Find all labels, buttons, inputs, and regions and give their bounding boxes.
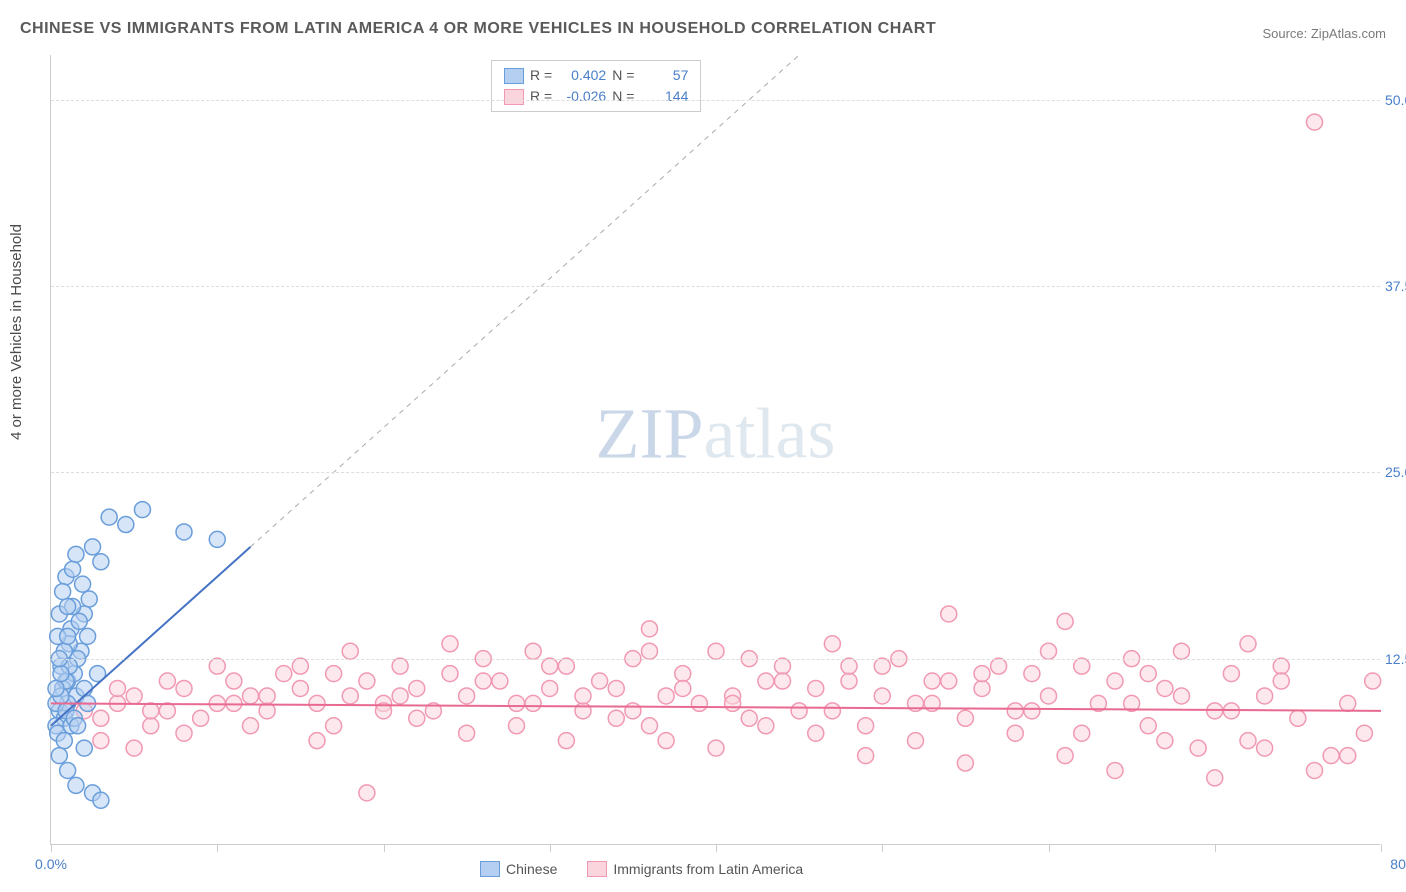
chart-svg <box>51 55 1380 844</box>
x-tick <box>882 844 883 852</box>
r-label: R = <box>530 65 552 86</box>
legend-item-chinese: Chinese <box>480 861 557 877</box>
legend-label-chinese: Chinese <box>506 861 557 877</box>
x-tick <box>1215 844 1216 852</box>
x-tick <box>1049 844 1050 852</box>
legend-item-latin: Immigrants from Latin America <box>587 861 803 877</box>
source-attribution: Source: ZipAtlas.com <box>1262 26 1386 41</box>
gridline <box>51 100 1380 101</box>
n-label: N = <box>612 86 634 107</box>
stats-row-latin: R = -0.026 N = 144 <box>504 86 688 107</box>
n-value-latin: 144 <box>640 86 688 107</box>
y-tick-label: 50.0% <box>1385 92 1406 108</box>
r-value-chinese: 0.402 <box>558 65 606 86</box>
swatch-chinese-bottom <box>480 861 500 877</box>
x-tick <box>217 844 218 852</box>
stats-legend: R = 0.402 N = 57 R = -0.026 N = 144 <box>491 60 701 112</box>
x-tick <box>550 844 551 852</box>
x-tick-label: 80.0% <box>1390 856 1406 872</box>
gridline <box>51 286 1380 287</box>
y-tick-label: 37.5% <box>1385 278 1406 294</box>
series-legend: Chinese Immigrants from Latin America <box>480 861 803 877</box>
swatch-latin <box>504 89 524 105</box>
y-tick-label: 12.5% <box>1385 651 1406 667</box>
x-tick-label: 0.0% <box>35 856 67 872</box>
x-tick <box>716 844 717 852</box>
gridline <box>51 659 1380 660</box>
y-tick-label: 25.0% <box>1385 464 1406 480</box>
x-tick <box>51 844 52 852</box>
legend-label-latin: Immigrants from Latin America <box>613 861 803 877</box>
x-tick <box>1381 844 1382 852</box>
x-tick <box>384 844 385 852</box>
y-axis-label: 4 or more Vehicles in Household <box>8 224 25 440</box>
n-value-chinese: 57 <box>640 65 688 86</box>
r-label: R = <box>530 86 552 107</box>
swatch-chinese <box>504 68 524 84</box>
r-value-latin: -0.026 <box>558 86 606 107</box>
stats-row-chinese: R = 0.402 N = 57 <box>504 65 688 86</box>
plot-area: ZIPatlas R = 0.402 N = 57 R = -0.026 N =… <box>50 55 1380 845</box>
gridline <box>51 472 1380 473</box>
n-label: N = <box>612 65 634 86</box>
chart-title: CHINESE VS IMMIGRANTS FROM LATIN AMERICA… <box>20 20 936 38</box>
swatch-latin-bottom <box>587 861 607 877</box>
